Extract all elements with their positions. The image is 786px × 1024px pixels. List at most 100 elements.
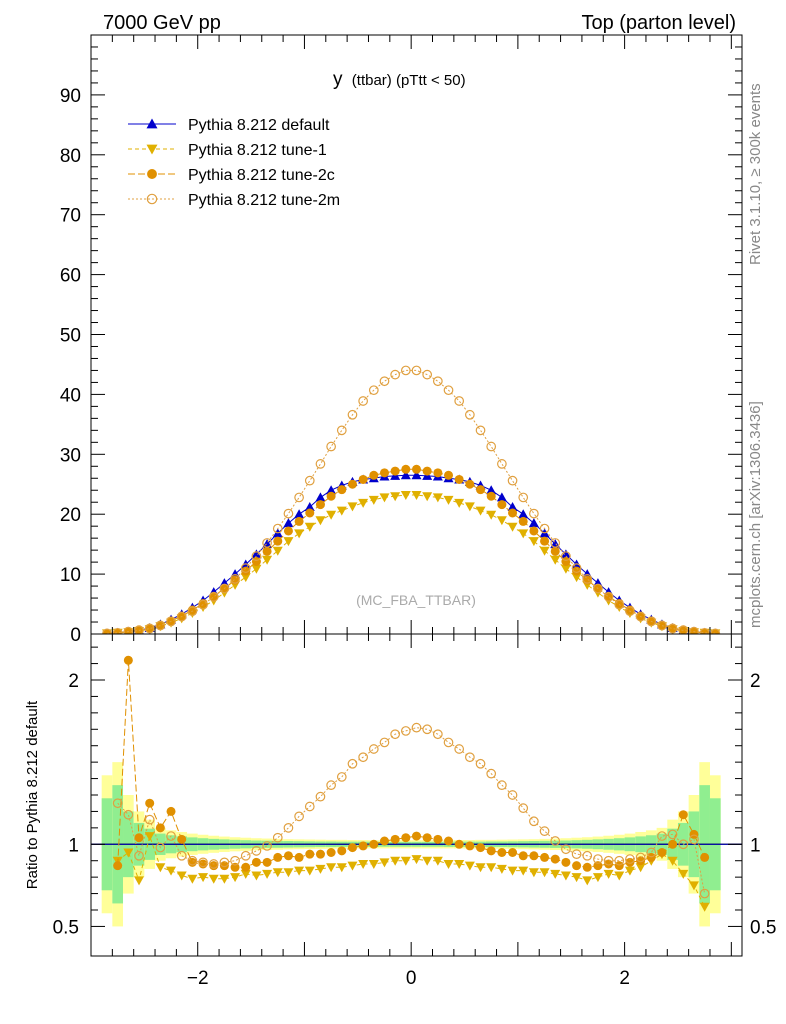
ratio-y-tick-label: 0.5: [53, 917, 79, 938]
series-1-point: [251, 564, 262, 574]
series-2-point: [347, 479, 357, 489]
series-2-point: [540, 536, 550, 546]
series-1-point: [411, 855, 422, 865]
series-1-point: [326, 863, 337, 873]
series-3-line: [106, 369, 716, 634]
series-3-point: [507, 790, 518, 800]
ratio-plot-data: [91, 655, 742, 927]
series-1-point: [390, 856, 401, 866]
series-2-point: [646, 852, 656, 862]
ratio-plot-axes: 0.5 0.5 1 1 2 2 −2 0 2: [53, 634, 776, 989]
legend-label-2: Pythia 8.212 tune-2c: [188, 167, 335, 184]
series-3-point: [272, 523, 283, 534]
process-label: Top (parton level): [581, 12, 736, 34]
series-1-point: [294, 529, 305, 539]
series-3-point: [102, 628, 112, 634]
ratio-y-tick-label-right: 2: [750, 671, 761, 692]
series-2-point: [465, 841, 475, 851]
series-1-point: [262, 555, 273, 565]
mcplots-label: mcplots.cern.ch [arXiv:1306.3436]: [747, 401, 764, 628]
series-2-point: [529, 851, 539, 861]
series-3-point: [518, 803, 529, 813]
series-2-point: [241, 862, 251, 872]
series-0-point: [294, 509, 305, 519]
series-2-point: [177, 611, 187, 621]
series-3-point: [571, 849, 582, 859]
series-3-point: [454, 396, 465, 406]
series-3-point: [219, 857, 230, 868]
series-2-point: [550, 854, 560, 864]
series-3-point: [475, 758, 486, 769]
series-2-point: [166, 616, 176, 626]
series-1-point: [443, 860, 454, 869]
series-1-point: [411, 491, 422, 501]
series-3-point: [166, 831, 176, 841]
series-3-point: [208, 859, 219, 869]
series-0-point: [496, 492, 507, 502]
main-plot-panel: 0 10 20 30 40 50 60 70 80 90 y (ttbar) (pTtt < 50…: [60, 34, 743, 646]
series-0-point: [400, 470, 411, 480]
series-2-point: [262, 857, 272, 867]
series-1-point: [550, 555, 561, 565]
series-2-point: [486, 491, 496, 501]
y-tick-label: 90: [60, 86, 81, 107]
series-0-point: [251, 549, 262, 559]
series-1-point: [358, 860, 369, 869]
series-1-point: [699, 902, 710, 912]
series-3-point: [411, 722, 422, 733]
series-2-point: [700, 852, 710, 862]
plot-title: y (ttbar) (pTtt < 50): [333, 69, 466, 90]
series-3-point: [272, 832, 283, 843]
series-2-point: [604, 859, 614, 869]
series-2-point: [678, 810, 688, 820]
series-3-point: [155, 842, 166, 853]
series-1-point: [400, 491, 411, 501]
series-1-point: [240, 573, 251, 583]
series-1-point: [368, 860, 379, 869]
series-1-point: [134, 876, 145, 886]
series-3-point: [123, 809, 134, 820]
series-2-point: [497, 500, 507, 510]
series-3-point: [518, 492, 529, 503]
series-2-point: [273, 536, 283, 546]
series-2-point: [294, 852, 304, 862]
series-3-point: [198, 857, 208, 868]
series-1-point: [176, 871, 187, 881]
series-1-point: [422, 492, 433, 502]
series-3-point: [208, 592, 219, 602]
series-3-point: [390, 729, 401, 740]
series-1-point: [496, 516, 507, 526]
series-3-point: [507, 475, 518, 486]
series-1-point: [539, 546, 550, 556]
series-3-point: [635, 852, 646, 863]
series-2-point: [657, 620, 667, 630]
series-2-point: [283, 851, 293, 861]
main-plot-y-axis: 0 10 20 30 40 50 60 70 80 90: [60, 35, 742, 646]
series-3-point: [251, 846, 262, 856]
series-3-point: [635, 611, 646, 622]
legend: Pythia 8.212 default Pythia 8.212 tune-1 P…: [128, 117, 340, 209]
legend-label-3: Pythia 8.212 tune-2m: [188, 192, 340, 209]
series-1-point: [507, 522, 518, 532]
series-2-point: [358, 474, 368, 484]
series-2-point: [508, 848, 518, 857]
series-3-point: [379, 376, 390, 387]
series-1-point: [294, 866, 305, 876]
series-3-point: [646, 616, 657, 627]
series-1-point: [208, 874, 219, 884]
y-tick-label: 70: [60, 206, 81, 227]
series-1-point: [272, 868, 283, 878]
series-2-point: [636, 611, 646, 621]
y-tick-label: 60: [60, 266, 81, 287]
series-0-point: [315, 492, 326, 502]
series-3-point: [166, 616, 176, 627]
series-1-point: [315, 516, 326, 526]
series-1-point: [379, 493, 390, 503]
series-2-point: [593, 861, 603, 871]
series-2-point: [412, 831, 421, 841]
series-2-point: [412, 464, 421, 474]
series-3-point: [678, 625, 689, 634]
series-3-point: [625, 606, 635, 617]
series-1-point: [475, 506, 486, 516]
